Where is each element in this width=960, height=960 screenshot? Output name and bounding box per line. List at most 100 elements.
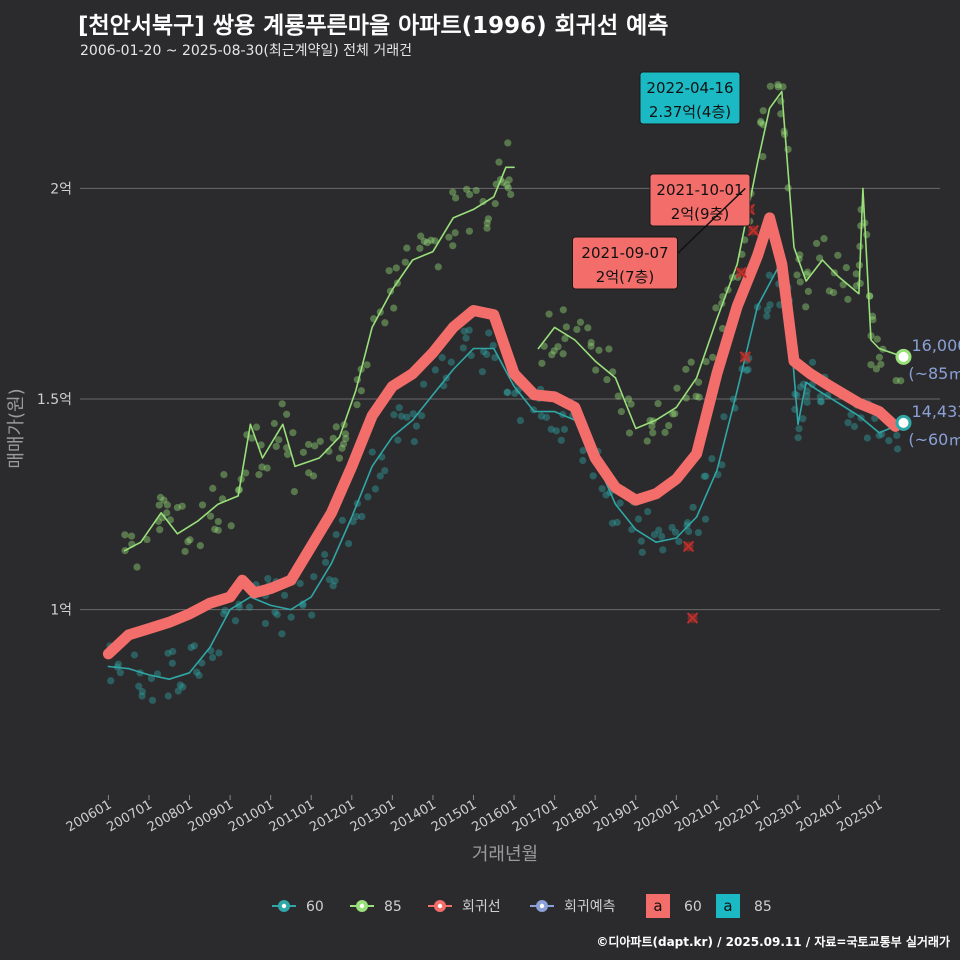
series-line-85-2 — [537, 90, 905, 430]
cross-marker-2 — [735, 266, 747, 279]
scatter-point — [214, 517, 222, 526]
scatter-point — [296, 579, 304, 588]
x-tick-label-17: 202301 — [754, 797, 804, 835]
legend-fill-label: 60 — [684, 899, 702, 915]
legend-fill-label: 85 — [754, 899, 772, 915]
scatter-point — [784, 184, 792, 192]
scatter-point — [875, 431, 883, 440]
annotation-box-0 — [639, 71, 741, 125]
scatter-point — [779, 83, 787, 91]
scatter-point — [211, 525, 219, 533]
scatter-point — [449, 242, 457, 250]
scatter-point — [856, 279, 864, 288]
scatter-point — [484, 215, 492, 223]
scatter-point — [465, 326, 473, 334]
legend-item-0: 60 — [272, 899, 324, 915]
y-tick-label-1: 1.5억 — [37, 392, 72, 408]
scatter-point — [777, 110, 785, 118]
scatter-point — [395, 404, 403, 412]
legend-label: 60 — [306, 899, 324, 915]
scatter-point — [702, 358, 710, 366]
scatter-point — [802, 303, 810, 311]
scatter-point — [643, 437, 651, 445]
scatter-point — [420, 237, 428, 245]
scatter-point — [665, 422, 673, 430]
scatter-point — [763, 306, 772, 314]
scatter-point — [720, 413, 728, 421]
scatter-point — [808, 380, 816, 389]
scatter-point — [338, 444, 346, 452]
scatter-point — [178, 502, 186, 510]
scatter-point — [186, 536, 194, 544]
scatter-point — [595, 346, 603, 354]
scatter-point — [485, 329, 493, 337]
scatter-point — [299, 448, 308, 456]
scatter-point — [742, 366, 751, 375]
scatter-point — [341, 430, 350, 438]
scatter-point — [423, 239, 431, 247]
scatter-point — [865, 292, 874, 300]
scatter-point — [310, 573, 318, 581]
scatter-point — [283, 410, 291, 418]
legend-fill-swatch — [646, 894, 670, 918]
scatter-point — [799, 415, 807, 423]
scatter-point — [744, 365, 752, 374]
scatter-point — [893, 445, 902, 453]
scatter-point — [371, 485, 380, 493]
scatter-point — [576, 318, 585, 326]
cross-marker-3 — [739, 351, 751, 363]
scatter-point — [208, 653, 217, 662]
x-tick-label-12: 201801 — [551, 797, 601, 835]
scatter-point — [181, 547, 189, 556]
scatter-point — [353, 401, 361, 409]
scatter-point — [270, 419, 278, 428]
scatter-point — [381, 467, 389, 475]
scatter-point — [403, 244, 411, 252]
scatter-point — [309, 472, 318, 480]
scatter-point — [624, 395, 633, 403]
scatter-point — [416, 244, 424, 252]
scatter-point — [659, 546, 667, 554]
scatter-point — [449, 188, 457, 196]
scatter-point — [332, 423, 340, 431]
legend-item-2: 회귀선 — [428, 899, 501, 915]
scatter-point — [538, 359, 546, 367]
scatter-point — [221, 606, 229, 615]
scatter-point — [897, 377, 905, 385]
scatter-point — [507, 190, 515, 199]
scatter-point — [605, 345, 613, 353]
scatter-point — [198, 501, 207, 509]
scatter-point — [616, 499, 624, 507]
scatter-point — [877, 360, 885, 368]
scatter-point — [634, 515, 643, 523]
scatter-point — [397, 412, 406, 420]
scatter-point — [147, 674, 156, 683]
scatter-point — [390, 304, 398, 312]
scatter-point — [138, 692, 146, 700]
scatter-point — [655, 526, 663, 534]
scatter-point — [893, 431, 901, 440]
scatter-point — [390, 411, 398, 419]
x-tick-label-9: 201501 — [429, 797, 479, 835]
scatter-point — [394, 436, 402, 444]
scatter-point — [127, 532, 136, 540]
scatter-point — [220, 610, 228, 618]
scatter-point — [273, 610, 281, 619]
scatter-point — [242, 469, 250, 477]
scatter-point — [613, 518, 621, 526]
scatter-point — [892, 376, 900, 385]
scatter-point — [364, 493, 372, 501]
scatter-point — [363, 361, 371, 369]
scatter-point — [155, 501, 163, 509]
scatter-point — [554, 343, 562, 351]
scatter-group-1 — [121, 139, 515, 571]
legend-fill-glyph: a — [723, 897, 732, 915]
annotation-date-0: 2022-04-16 — [646, 79, 733, 97]
scatter-point — [419, 380, 428, 388]
scatter-point — [685, 527, 693, 536]
scatter-point — [812, 239, 821, 248]
x-tick-label-3: 200901 — [186, 797, 236, 835]
scatter-point — [587, 342, 595, 350]
scatter-point — [505, 176, 513, 184]
